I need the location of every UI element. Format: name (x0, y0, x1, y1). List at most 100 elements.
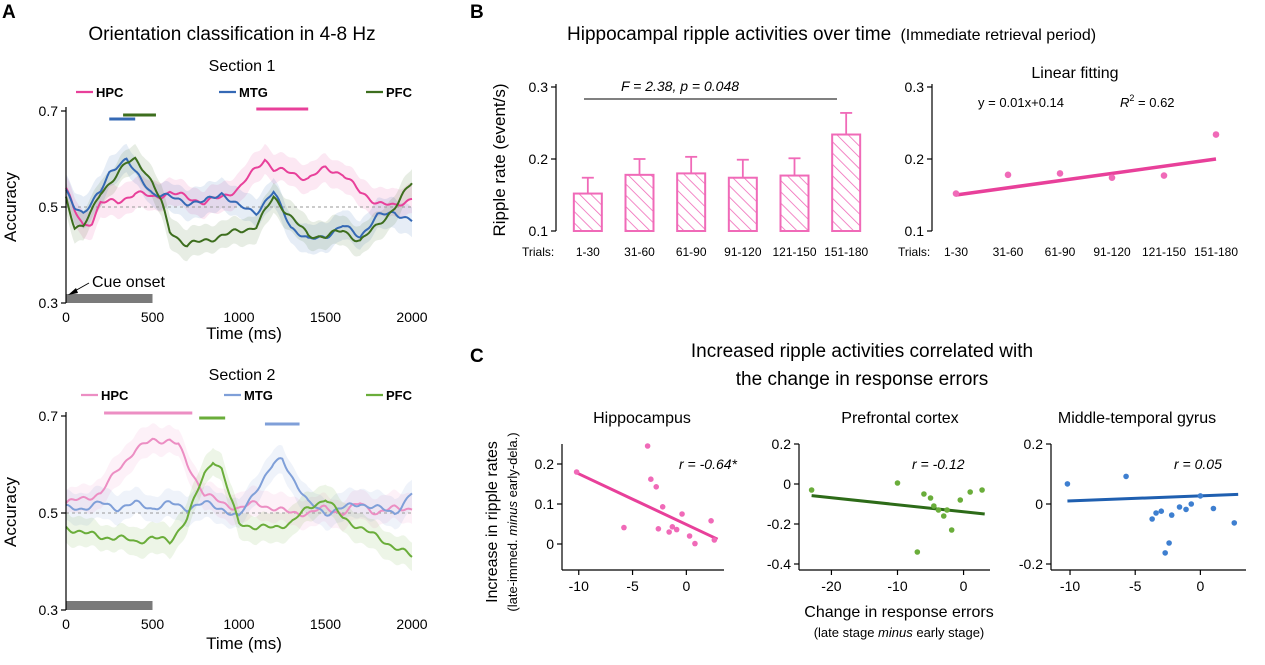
x-tick-label: -10 (569, 578, 589, 594)
y-tick-label: 0 (1035, 496, 1043, 512)
data-point (957, 497, 964, 503)
b-title: Hippocampal ripple activities over time … (567, 24, 1096, 45)
data-point (1210, 505, 1217, 512)
data-point (692, 540, 698, 547)
bar (572, 192, 603, 232)
a1-legend-hpc: HPC (96, 85, 124, 100)
y-tick-label: 0.7 (39, 408, 59, 424)
c-ylabel-pre: (late-immed. (505, 536, 520, 612)
b-bar-plot: 1-30 31-60 61-90 91-120 121-150 151-180 0.1 0.2… (529, 79, 869, 259)
y-tick-label: -0.2 (1019, 556, 1043, 572)
y-tick-label: 0.1 (535, 496, 555, 512)
data-point (711, 537, 718, 543)
b-fit-title: Linear fitting (1031, 65, 1118, 82)
y-tick-label: 0.5 (39, 199, 59, 215)
band-pfc (66, 144, 412, 262)
x-tick-label: 1500 (310, 616, 341, 632)
panel-c-label: C (470, 346, 484, 367)
data-point (1056, 170, 1064, 177)
bar (831, 133, 862, 233)
y-tick-label: 0.2 (1024, 436, 1044, 452)
c1-r-value: r = -0.64* (679, 456, 738, 472)
y-tick-label: 0.3 (905, 79, 925, 95)
data-point (979, 487, 985, 493)
x-tick-label: 1500 (310, 309, 341, 325)
x-tick-label: 91-120 (724, 245, 762, 259)
line-pfc (65, 461, 413, 558)
c-xlabel-line2: (late stage minus early stage) (814, 625, 985, 640)
c1-scatter-plot: 0 0.1 0.2 -10 -5 0 (535, 443, 724, 594)
data-point (666, 529, 672, 535)
data-point (931, 503, 937, 509)
b-fit-r2-value: = 0.62 (1134, 95, 1174, 110)
data-point (935, 507, 942, 513)
a1-subtitle: Section 1 (209, 58, 276, 75)
y-tick-label: 0.3 (529, 79, 549, 95)
y-tick-label: 0.2 (905, 151, 925, 167)
y-tick-label: 0 (546, 536, 554, 552)
data-point (1158, 508, 1165, 514)
data-point (1162, 550, 1168, 556)
x-tick-label: 2000 (396, 309, 427, 325)
b-fit-r2: R2 = 0.62 (1120, 93, 1175, 110)
x-tick-label: -5 (626, 578, 639, 594)
a2-legend: HPC MTG PFC (81, 388, 413, 403)
b-title-note: (Immediate retrieval period) (900, 27, 1096, 44)
c-xlabel-line1: Change in response errors (804, 604, 993, 621)
data-point (655, 526, 662, 532)
x-tick-label: -10 (1060, 578, 1080, 594)
c2-scatter-plot: -0.4 -0.2 0 0.2 -20 -10 0 (767, 436, 990, 594)
line-hpc (65, 158, 413, 227)
a2-ylabel: Accuracy (1, 477, 20, 547)
a1-plot: 0.3 0.5 0.7 0 500 1000 1500 2000 (39, 103, 428, 325)
y-tick-label: 0.1 (529, 223, 549, 239)
x-tick-label: 121-150 (772, 245, 816, 259)
a1-legend: HPC MTG PFC (76, 85, 413, 100)
x-tick-label: 500 (141, 616, 165, 632)
data-point (1166, 540, 1172, 546)
a1-legend-pfc: PFC (386, 85, 413, 100)
c3-r-value: r = 0.05 (1174, 456, 1222, 472)
data-point (708, 518, 714, 524)
cue-onset-arrow (68, 282, 90, 295)
line-mtg (65, 157, 413, 240)
bar (779, 174, 810, 232)
c2-title: Prefrontal cortex (841, 410, 958, 427)
y-tick-label: -0.4 (767, 556, 791, 572)
b-fit-r2-label: R (1120, 95, 1129, 110)
data-point (967, 489, 973, 495)
bar (676, 172, 707, 232)
b-fit-r2-sup: 2 (1129, 93, 1134, 103)
data-point (621, 524, 627, 531)
c-xlabel-em: minus (878, 625, 913, 640)
c3-scatter-plot: -0.2 0 0.2 -10 -5 0 (1019, 436, 1246, 594)
a2-subtitle: Section 2 (209, 367, 276, 384)
x-tick-label: 1-30 (576, 245, 600, 259)
data-point (679, 511, 685, 517)
y-tick-label: 0.7 (39, 103, 59, 119)
b-fit-xprefix: Trials: (898, 245, 930, 259)
data-point (944, 507, 950, 513)
x-tick-label: 31-60 (624, 245, 655, 259)
regression-line (811, 494, 985, 516)
b-title-main: Hippocampal ripple activities over time (567, 24, 891, 45)
data-point (952, 190, 960, 197)
c-ylabel-em: minus (505, 501, 520, 536)
data-point (921, 491, 927, 497)
data-point (1183, 506, 1189, 513)
data-point (940, 513, 947, 519)
c-ylabel-post: early-dela.) (505, 432, 520, 501)
y-tick-label: 0.2 (772, 436, 792, 452)
a1-ylabel: Accuracy (1, 172, 20, 242)
data-point (914, 549, 921, 555)
y-tick-label: 0.2 (535, 456, 555, 472)
x-tick-label: 0 (1196, 578, 1204, 594)
b-xprefix: Trials: (522, 245, 554, 259)
band-pfc (66, 447, 412, 571)
a2-legend-hpc: HPC (101, 388, 129, 403)
cue-bar (66, 294, 153, 303)
a1-xlabel: Time (ms) (206, 324, 282, 343)
data-point (948, 527, 955, 533)
y-tick-label: 0.3 (39, 602, 59, 618)
